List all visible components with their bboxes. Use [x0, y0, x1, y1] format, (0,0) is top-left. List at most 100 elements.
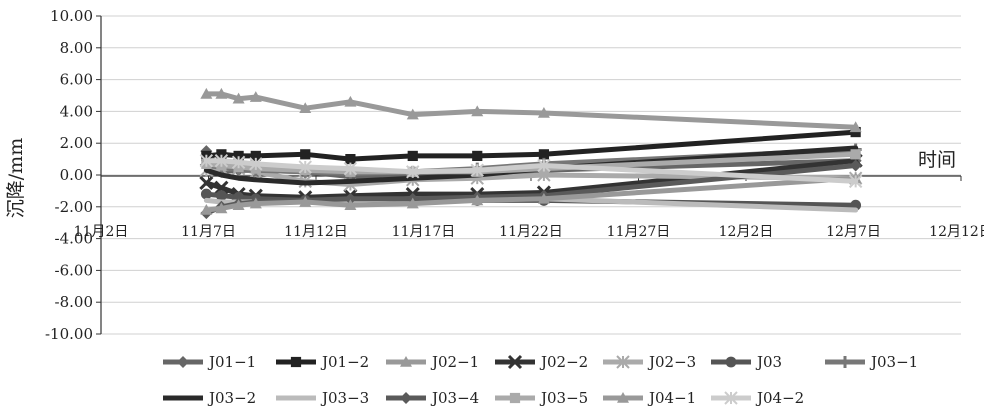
data-point [345, 154, 356, 165]
series-line [203, 175, 859, 213]
data-point [471, 194, 484, 206]
legend-swatch-marker [725, 356, 737, 368]
data-point [232, 92, 245, 104]
legend-entry: J03−1 [825, 353, 918, 371]
y-tick-label: -4.00 [55, 230, 93, 248]
legend-label: J04−2 [755, 389, 804, 407]
data-point [849, 159, 862, 172]
legend-entry: J01−2 [276, 353, 369, 371]
legend-entry: J01−1 [163, 353, 256, 371]
data-point [300, 149, 311, 160]
legend-label: J03−3 [320, 389, 369, 407]
data-point [199, 175, 214, 191]
legend-swatch-marker [509, 392, 521, 404]
y-tick-label: 4.00 [60, 102, 93, 120]
data-point [216, 190, 227, 202]
data-point [214, 153, 229, 168]
data-point [233, 150, 244, 162]
data-point [249, 197, 262, 209]
legend-label: J02−2 [539, 353, 588, 371]
data-point [214, 180, 229, 195]
legend-swatch-marker [617, 392, 629, 403]
data-point [299, 102, 312, 114]
legend-entry: J04−1 [603, 389, 696, 407]
x-tick-label: 12月2日 [719, 224, 774, 240]
legend-entry: J03−4 [386, 389, 479, 407]
legend-entry: J02−3 [603, 353, 696, 371]
legend: J01−1 J01−2 J02−1 J02−2 J02−3 J03 J03−1 J03−2 J0… [163, 353, 918, 407]
legend-label: J03−5 [539, 389, 588, 407]
legend-entry: J03 [711, 353, 782, 371]
data-point [538, 149, 549, 160]
data-point [232, 199, 245, 211]
y-tick-label: -8.00 [55, 293, 93, 311]
legend-swatch-marker [400, 392, 412, 404]
legend-label: J03 [755, 353, 782, 371]
data-point [200, 87, 213, 99]
data-point [215, 202, 228, 214]
data-point [299, 196, 312, 207]
y-tick-label: 2.00 [60, 134, 93, 152]
data-point [199, 153, 214, 168]
legend-label: J02−3 [647, 353, 696, 371]
data-point [848, 174, 863, 189]
data-point [406, 197, 419, 209]
data-point [200, 203, 213, 215]
y-tick-label: -10.00 [45, 325, 93, 343]
legend-swatch-marker [616, 355, 630, 369]
y-tick-label: 0.00 [60, 166, 93, 184]
y-tick-label: -6.00 [55, 261, 93, 279]
data-point [200, 188, 212, 200]
series-13 [199, 153, 863, 189]
legend-swatch-marker [724, 391, 738, 405]
data-point [215, 87, 228, 99]
data-point [344, 192, 357, 205]
legend-entry: J04−2 [711, 389, 804, 407]
x-tick-label: 11月2日 [74, 224, 129, 240]
legend-label: J03−1 [869, 353, 918, 371]
legend-label: J01−2 [320, 353, 369, 371]
series-3 [200, 87, 862, 133]
x-tick-label: 11月7日 [181, 224, 236, 240]
y-tick-label: 6.00 [60, 71, 93, 89]
legend-label: J03−4 [430, 389, 479, 407]
data-point [537, 158, 551, 173]
x-tick-label: 11月17日 [392, 224, 456, 240]
data-point [407, 150, 418, 162]
data-point [470, 163, 484, 177]
series-lines [199, 87, 863, 220]
legend-entry: J03−3 [276, 389, 369, 407]
x-tick-label: 11月12日 [284, 224, 348, 240]
legend-entry: J03−2 [163, 389, 256, 407]
legend-swatch-marker [507, 354, 523, 370]
x-tick-label: 12月7日 [826, 224, 881, 240]
legend-swatch-marker [400, 356, 412, 367]
data-point [472, 150, 483, 162]
series-line [203, 129, 859, 162]
legend-label: J03−2 [207, 389, 256, 407]
x-tick-label: 11月22日 [499, 224, 563, 240]
tick-labels: 10.00 8.00 6.00 4.00 2.00 0.00 -2.00 -4.00 -6.00… [45, 7, 984, 343]
data-point [537, 106, 550, 118]
data-point [231, 155, 246, 169]
data-point [344, 95, 357, 107]
x-tick-label: 11月27日 [607, 224, 671, 240]
series-line [203, 158, 859, 184]
data-point [216, 149, 227, 160]
data-point [298, 160, 312, 174]
legend-swatch-marker [177, 356, 189, 368]
legend-swatch-marker [290, 356, 302, 368]
series-line [203, 91, 859, 130]
x-tick-label: 12月12日 [929, 224, 984, 240]
data-point [343, 161, 358, 176]
legend-entry: J02−1 [386, 353, 479, 371]
data-point [849, 121, 862, 133]
legend-label: J01−1 [207, 353, 256, 371]
data-point [249, 157, 263, 171]
data-point [249, 91, 262, 102]
legend-swatch-marker [839, 356, 851, 368]
data-point [471, 105, 484, 117]
data-point [344, 199, 357, 211]
y-axis-title: 沉降/mm [5, 138, 27, 218]
